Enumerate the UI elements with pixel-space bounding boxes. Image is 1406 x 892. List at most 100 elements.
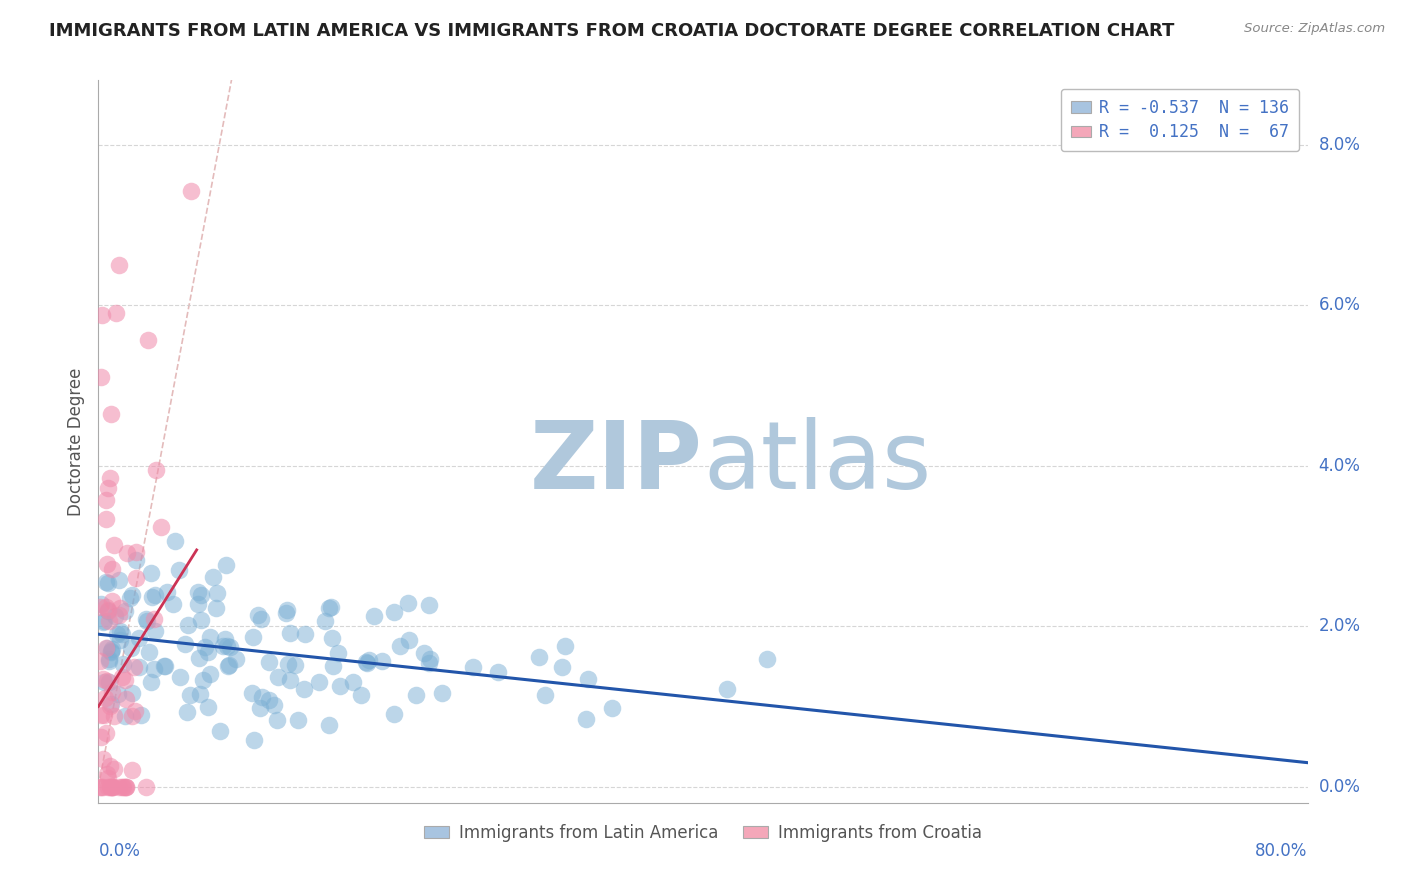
Point [110, 601, 132, 615]
Point [114, 780, 136, 794]
Text: 4.0%: 4.0% [1319, 457, 1361, 475]
Point [93, 707, 115, 722]
Point [276, 606, 298, 620]
Point [190, 588, 212, 602]
Point [143, 588, 166, 602]
Point [155, 659, 177, 673]
Point [141, 590, 163, 604]
Point [115, 692, 138, 706]
Point [100, 780, 122, 794]
Point [97, 654, 120, 668]
Point [120, 640, 142, 655]
Point [350, 688, 373, 702]
Text: 0.0%: 0.0% [1319, 778, 1361, 796]
Point [382, 707, 405, 722]
Point [250, 690, 273, 704]
Point [94, 599, 117, 614]
Point [98, 780, 121, 794]
Point [257, 655, 280, 669]
Point [96, 766, 118, 780]
Point [91, 672, 114, 686]
Point [250, 612, 273, 626]
Point [179, 688, 201, 702]
Point [550, 660, 572, 674]
Point [328, 646, 350, 660]
Point [319, 600, 342, 615]
Point [257, 693, 280, 707]
Point [329, 680, 352, 694]
Text: 2.0%: 2.0% [1319, 617, 1361, 635]
Point [97, 771, 120, 785]
Point [100, 644, 122, 658]
Point [756, 652, 779, 666]
Point [93, 674, 115, 689]
Point [197, 645, 219, 659]
Point [207, 586, 229, 600]
Point [294, 626, 316, 640]
Point [108, 258, 131, 272]
Point [100, 697, 122, 711]
Point [96, 575, 118, 590]
Point [94, 690, 117, 705]
Point [322, 659, 344, 673]
Point [716, 682, 738, 697]
Point [121, 588, 143, 602]
Point [101, 685, 124, 699]
Point [98, 471, 121, 485]
Point [143, 624, 166, 639]
Point [135, 614, 157, 628]
Point [247, 607, 270, 622]
Point [287, 713, 309, 727]
Point [396, 596, 419, 610]
Point [263, 698, 285, 712]
Point [342, 675, 364, 690]
Text: 6.0%: 6.0% [1319, 296, 1361, 314]
Point [284, 658, 307, 673]
Point [575, 712, 598, 726]
Point [121, 763, 143, 777]
Point [370, 654, 392, 668]
Point [162, 597, 184, 611]
Point [208, 724, 231, 739]
Point [150, 519, 173, 533]
Point [218, 640, 240, 654]
Point [554, 640, 576, 654]
Point [90, 730, 112, 744]
Point [461, 659, 484, 673]
Point [163, 533, 186, 548]
Point [114, 708, 136, 723]
Point [96, 640, 118, 655]
Point [321, 631, 343, 645]
Point [90, 598, 112, 612]
Point [111, 780, 134, 794]
Point [114, 780, 136, 794]
Point [121, 709, 143, 723]
Point [89, 599, 111, 614]
Point [169, 670, 191, 684]
Point [100, 645, 122, 659]
Point [94, 493, 117, 508]
Point [277, 657, 299, 671]
Legend: Immigrants from Latin America, Immigrants from Croatia: Immigrants from Latin America, Immigrant… [418, 817, 988, 848]
Point [212, 639, 235, 653]
Point [354, 655, 377, 669]
Point [188, 687, 211, 701]
Point [201, 570, 224, 584]
Point [419, 651, 441, 665]
Point [135, 612, 157, 626]
Point [111, 780, 134, 794]
Text: atlas: atlas [703, 417, 931, 509]
Point [278, 673, 301, 687]
Point [118, 591, 141, 605]
Point [97, 780, 120, 794]
Point [432, 686, 454, 700]
Point [187, 597, 209, 611]
Point [97, 603, 120, 617]
Point [93, 752, 115, 766]
Point [114, 604, 136, 618]
Point [418, 598, 440, 612]
Point [486, 665, 509, 679]
Point [217, 659, 239, 673]
Point [135, 780, 157, 794]
Point [100, 641, 122, 656]
